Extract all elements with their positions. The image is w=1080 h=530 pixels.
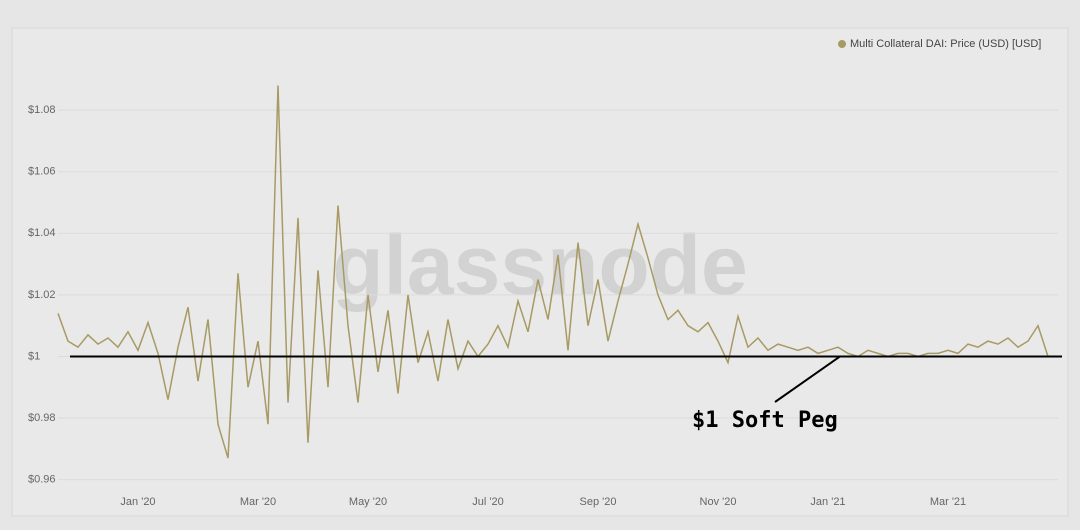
annotation-pointer xyxy=(774,355,841,403)
legend-swatch xyxy=(838,40,846,48)
x-tick-label: Mar '20 xyxy=(240,496,276,508)
x-tick-label: Jul '20 xyxy=(472,496,503,508)
legend-label: Multi Collateral DAI: Price (USD) [USD] xyxy=(850,38,1041,50)
y-tick-label: $0.98 xyxy=(28,412,56,424)
price-line xyxy=(57,85,1049,459)
annotation: $1 Soft Peg xyxy=(692,408,838,433)
y-tick-label: $1 xyxy=(28,350,40,362)
x-tick-label: May '20 xyxy=(349,496,387,508)
x-tick-label: Sep '20 xyxy=(580,496,617,508)
y-tick-label: $1.08 xyxy=(28,104,56,116)
panel xyxy=(11,27,1069,517)
x-tick-label: Mar '21 xyxy=(930,496,966,508)
x-tick-label: Jan '21 xyxy=(810,496,845,508)
y-tick-label: $0.96 xyxy=(28,474,56,486)
x-tick-label: Nov '20 xyxy=(700,496,737,508)
y-tick-label: $1.02 xyxy=(28,289,56,301)
x-tick-label: Jan '20 xyxy=(120,496,155,508)
watermark: glassnode xyxy=(332,218,747,312)
y-tick-label: $1.04 xyxy=(28,227,56,239)
y-tick-label: $1.06 xyxy=(28,166,56,178)
